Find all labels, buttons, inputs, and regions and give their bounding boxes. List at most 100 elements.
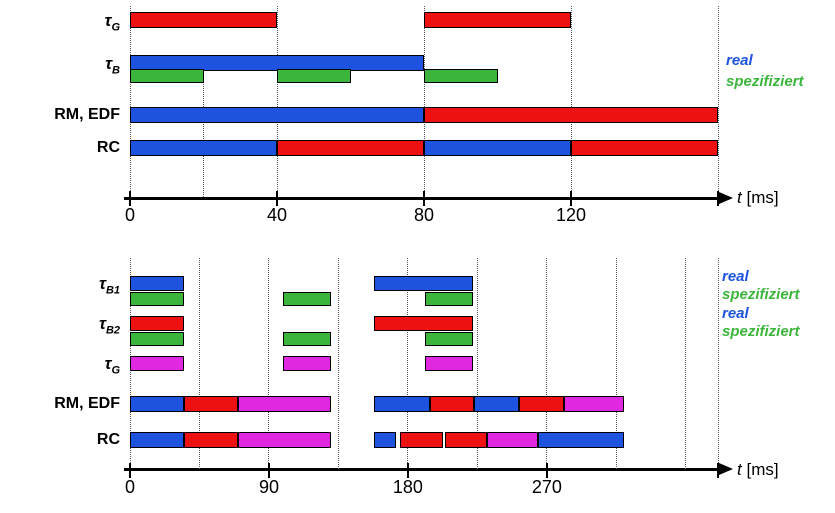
tau-subscript: G (111, 21, 120, 34)
gridline (407, 258, 409, 469)
tick-label: 0 (124, 205, 136, 225)
gridline (546, 258, 548, 469)
legend-real-label: real (722, 305, 749, 322)
bar-tauB2_real (130, 316, 185, 331)
row-label-tau-g-bottom: τG (0, 354, 120, 376)
tau-subscript: B1 (105, 284, 120, 297)
gridline (615, 258, 617, 469)
time-variable: t (737, 460, 742, 479)
bar-rc (184, 432, 239, 448)
gridline (276, 6, 278, 197)
bottom-axis-arrow-icon (719, 463, 733, 475)
tau-symbol: τ (105, 54, 113, 73)
bar-rmedf (130, 396, 185, 412)
bar-rc (537, 432, 625, 448)
tick-label: 80 (413, 205, 435, 225)
axis-tick (570, 191, 572, 206)
row-label-rm-edf-bottom: RM, EDF (54, 395, 120, 412)
row-label-rc: RC (96, 139, 120, 156)
tau-symbol: τ (104, 11, 112, 30)
tick-label: 180 (392, 477, 423, 497)
row-label-tau-b1: τB1 (0, 274, 120, 296)
gridline (717, 258, 719, 469)
bar-rc (130, 432, 185, 448)
bar-rc (444, 432, 487, 448)
bar-tauB2_real (373, 316, 473, 331)
legend-spezifiziert-label: spezifiziert (722, 286, 800, 303)
bar-tauB2_spez (282, 332, 331, 346)
bar-tauB1_spez (282, 292, 331, 306)
time-unit: [ms] (746, 460, 779, 479)
gridline (717, 6, 719, 197)
tick-label: 0 (124, 477, 136, 497)
tick-label: 270 (531, 477, 562, 497)
legend-real-label: real (726, 52, 753, 69)
tau-symbol: τ (98, 314, 106, 333)
bar-rmedf (184, 396, 239, 412)
bar-tauG (424, 356, 473, 371)
tau-subscript: G (111, 364, 120, 377)
bottom-time-axis (124, 468, 721, 471)
axis-tick (406, 463, 409, 478)
axis-tick (545, 463, 548, 478)
bar-rc (238, 432, 331, 448)
bar-rc (373, 432, 396, 448)
bar-tauB2_spez (424, 332, 473, 346)
row-label-tau-b2: τB2 (0, 314, 120, 336)
bar-rmedf (429, 396, 475, 412)
top-time-axis (124, 197, 721, 200)
axis-tick (276, 191, 278, 206)
bar-tauB1_real (130, 276, 185, 291)
bar-rc (486, 432, 538, 448)
time-unit: [ms] (746, 188, 779, 207)
tau-symbol: τ (98, 274, 106, 293)
gridline (685, 258, 687, 469)
bar-tauB_spez (130, 69, 204, 83)
tau-subscript: B2 (105, 324, 120, 337)
gridline (337, 258, 339, 469)
bar-tauB_spez (424, 69, 498, 83)
bar-tauB1_spez (130, 292, 185, 306)
bar-tauG (424, 12, 571, 28)
bar-tauB2_spez (130, 332, 185, 346)
bar-tauB1_spez (424, 292, 473, 306)
bar-rc (130, 140, 277, 156)
bar-rmedf (373, 396, 430, 412)
gridline (198, 258, 200, 469)
bar-rc (277, 140, 424, 156)
bar-rmedf (238, 396, 331, 412)
top-axis-arrow-icon (719, 192, 733, 204)
bar-rmedf (474, 396, 520, 412)
gridline (268, 258, 270, 469)
row-label-tau-g: τG (0, 11, 120, 33)
axis-tick (267, 463, 270, 478)
bar-tauG (282, 356, 331, 371)
tick-label: 90 (258, 477, 279, 497)
bar-rc (424, 140, 571, 156)
bar-rmedf (519, 396, 564, 412)
bar-rmedf (130, 107, 424, 123)
row-label-tau-b: τB (0, 54, 120, 76)
legend-spezifiziert-label: spezifiziert (726, 73, 804, 90)
gridline (476, 258, 478, 469)
axis-tick (129, 463, 131, 478)
axis-end-tick (717, 191, 719, 206)
legend-spezifiziert-label: spezifiziert (722, 323, 800, 340)
tick-label: 40 (266, 205, 288, 225)
gridline (129, 6, 131, 197)
bottom-axis-unit: t [ms] (737, 460, 779, 480)
row-label-rm-edf: RM, EDF (54, 106, 120, 123)
axis-tick (129, 191, 131, 206)
bar-rmedf (563, 396, 625, 412)
axis-end-tick (717, 463, 720, 478)
axis-tick (423, 191, 425, 206)
row-label-rc-bottom: RC (96, 431, 120, 448)
bar-tauG (130, 356, 185, 371)
gridline (423, 6, 425, 197)
top-axis-unit: t [ms] (737, 188, 779, 208)
bar-rc (400, 432, 444, 448)
bar-tauG (130, 12, 277, 28)
